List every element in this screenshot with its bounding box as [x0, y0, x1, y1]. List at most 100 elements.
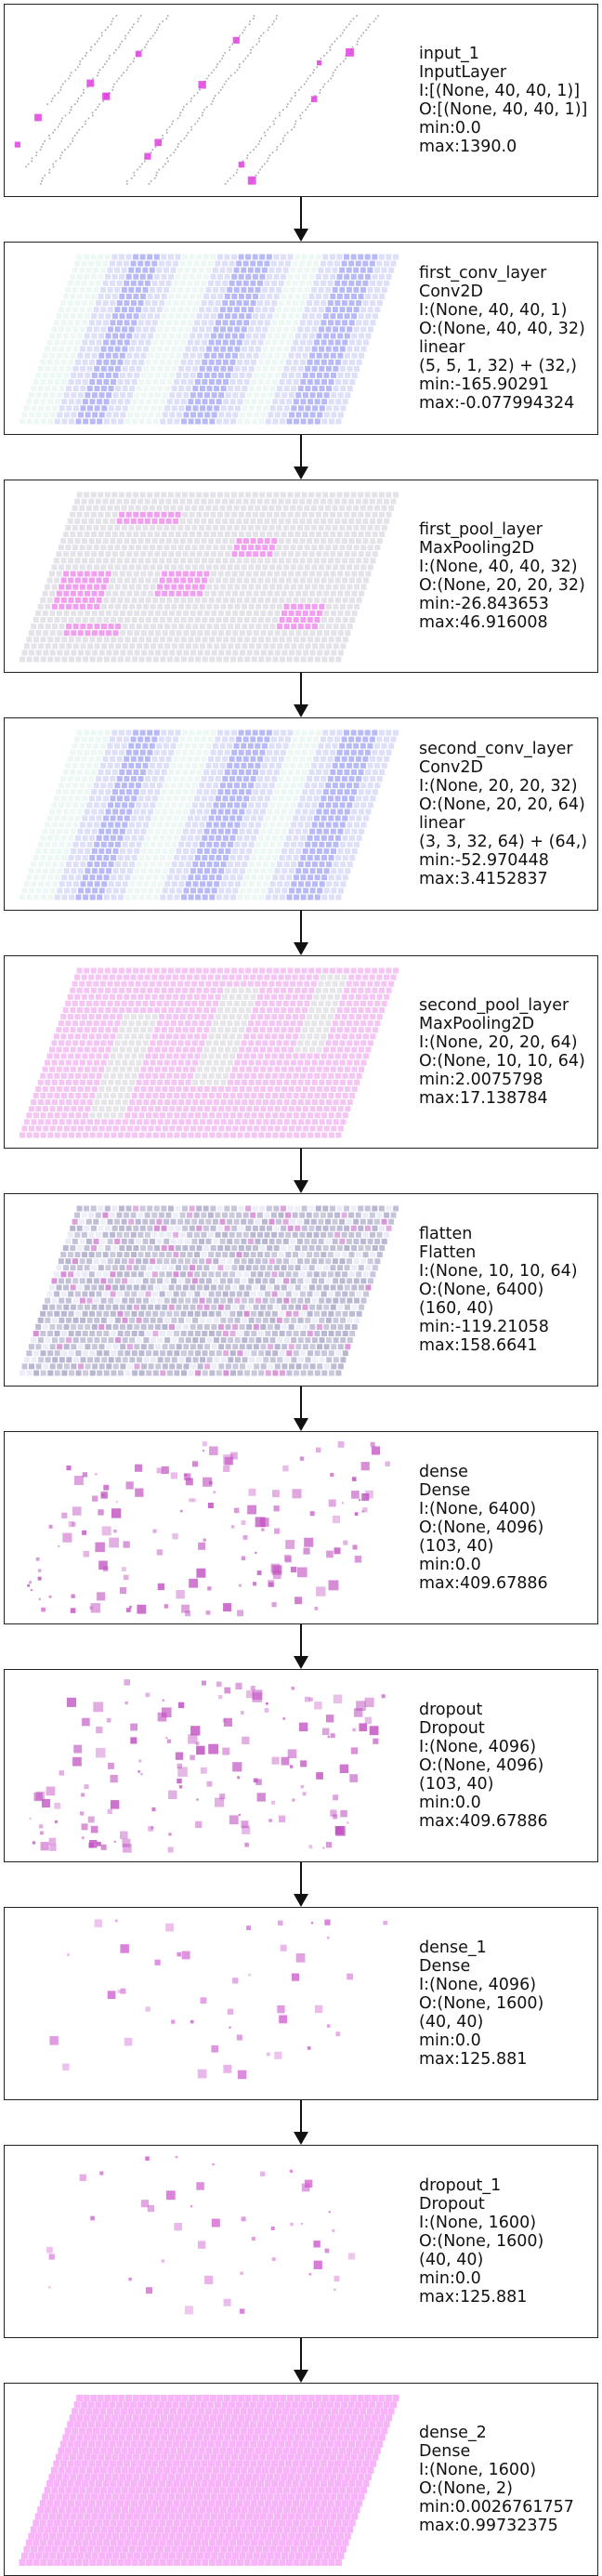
layer-visualization [12, 1676, 406, 1858]
layer-output: O:(None, 20, 20, 32) [419, 576, 585, 595]
layer-name: dropout [419, 1701, 548, 1719]
layer-min: min:-26.843653 [419, 595, 585, 613]
layer-output: O:(None, 40, 40, 32) [419, 320, 585, 338]
layer-visualization [12, 1913, 406, 2096]
flow-arrow [294, 2338, 308, 2383]
layer-output: O:(None, 6400) [419, 1281, 578, 1299]
layer-max: max:125.881 [419, 2288, 543, 2307]
layer-visualization [12, 486, 406, 668]
layer-max: max:125.881 [419, 2050, 543, 2069]
activation-points [30, 1679, 386, 1853]
layer-name: input_1 [419, 45, 587, 63]
layer-output: O:(None, 20, 20, 64) [419, 795, 587, 814]
layer-min: min:-165.90291 [419, 375, 585, 394]
layer-name: first_pool_layer [419, 520, 585, 539]
arrow-head-icon [294, 1894, 308, 1907]
layer-activation: linear [419, 338, 585, 357]
layer-max: max:46.916008 [419, 613, 585, 632]
layer-max: max:0.99732375 [419, 2517, 574, 2535]
tensor-cells [20, 493, 399, 663]
activation-points [46, 2156, 355, 2315]
flow-arrow [294, 1624, 308, 1669]
arrow-head-icon [294, 229, 308, 242]
layer-type: Dense [419, 1957, 543, 1976]
flow-arrow [294, 673, 308, 717]
tensor-cells [20, 730, 399, 900]
layer-reshape: (40, 40) [419, 2251, 543, 2269]
layer-max: max:-0.077994324 [419, 394, 585, 413]
layer-type: Dropout [419, 1719, 548, 1738]
arrow-head-icon [294, 2370, 308, 2383]
activation-points [27, 1441, 390, 1616]
layer-type: Dense [419, 2442, 574, 2461]
layer-reshape: (40, 40) [419, 2013, 543, 2031]
layer-output: O:(None, 1600) [419, 2232, 543, 2251]
layer-visualization [12, 962, 406, 1144]
layer-name: dense [419, 1463, 548, 1481]
layer-name: second_pool_layer [419, 996, 585, 1015]
layer-min: min:0.0 [419, 1556, 548, 1574]
layer-reshape: (160, 40) [419, 1299, 578, 1318]
layer-visualization [12, 248, 406, 430]
layer-name: second_conv_layer [419, 740, 587, 758]
arrow-head-icon [294, 2132, 308, 2145]
layer-reshape: (103, 40) [419, 1537, 548, 1556]
layer-type: MaxPooling2D [419, 1015, 585, 1033]
layer-name: dense_2 [419, 2424, 574, 2442]
flow-arrow [294, 1149, 308, 1193]
layer-type: Conv2D [419, 758, 587, 777]
layer-output: O:[(None, 40, 40, 1)] [419, 100, 587, 119]
layer-max: max:3.4152837 [419, 870, 587, 888]
layer-shapes: (3, 3, 32, 64) + (64,) [419, 833, 587, 851]
layer-output: O:(None, 2) [419, 2479, 574, 2498]
layer-input: I:(None, 6400) [419, 1500, 548, 1518]
layer-min: min:2.0075798 [419, 1071, 585, 1089]
layer-visualization [12, 2389, 406, 2571]
layer-input: I:(None, 4096) [419, 1738, 548, 1756]
layer-input: I:(None, 20, 20, 64) [419, 1033, 585, 1052]
layer-output: O:(None, 4096) [419, 1518, 548, 1537]
layer-input: I:[(None, 40, 40, 1)] [419, 82, 587, 100]
layer-type: Flatten [419, 1243, 578, 1262]
layer-name: flatten [419, 1225, 578, 1243]
arrow-head-icon [294, 704, 308, 717]
layer-max: max:409.67886 [419, 1812, 548, 1831]
tensor-cells [20, 968, 399, 1138]
layer-type: InputLayer [419, 63, 587, 82]
arrow-head-icon [294, 1180, 308, 1193]
layer-max: max:409.67886 [419, 1574, 548, 1593]
flow-arrow [294, 435, 308, 480]
layer-visualization [12, 1200, 406, 1382]
layer-type: Dropout [419, 2195, 543, 2214]
layer-min: min:-52.970448 [419, 851, 587, 870]
arrow-head-icon [294, 1656, 308, 1669]
layer-output: O:(None, 4096) [419, 1756, 548, 1775]
layer-visualization [12, 724, 406, 906]
layer-input: I:(None, 40, 40, 1) [419, 301, 585, 320]
layer-shapes: (5, 5, 1, 32) + (32,) [419, 357, 585, 375]
layer-input: I:(None, 40, 40, 32) [419, 558, 585, 576]
flow-arrow [294, 197, 308, 242]
layer-type: Dense [419, 1481, 548, 1500]
layer-type: MaxPooling2D [419, 539, 585, 558]
layer-min: min:0.0 [419, 2269, 543, 2288]
layer-type: Conv2D [419, 283, 585, 301]
